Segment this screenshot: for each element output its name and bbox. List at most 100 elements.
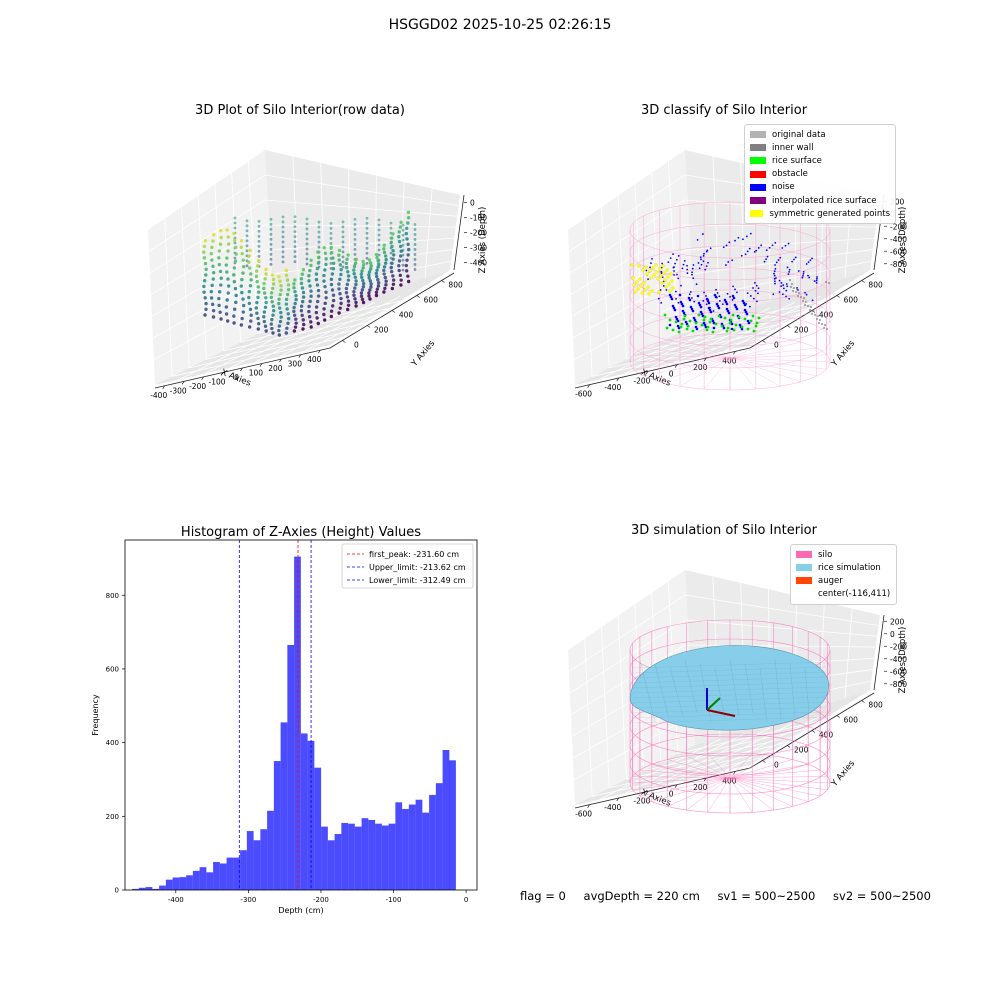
raw-point	[217, 296, 221, 301]
rice-surface-point	[665, 326, 669, 330]
raw-point	[341, 230, 345, 234]
raw-point	[256, 316, 260, 321]
raw-3d-plot[interactable]: -400 -300 -200 -100 0 100 200 300 400 0 200 400 600 8…	[140, 130, 500, 470]
raw-point	[377, 243, 381, 247]
grid-line	[649, 727, 771, 789]
raw-point	[211, 264, 215, 269]
raw-point	[271, 313, 275, 317]
raw-point	[330, 288, 335, 292]
raw-point	[284, 297, 289, 302]
raw-point	[308, 284, 312, 288]
legend-label: first_peak: -231.60 cm	[369, 550, 459, 559]
raw-point	[338, 263, 343, 267]
noise-point	[686, 268, 689, 271]
noise-point	[672, 306, 676, 310]
raw-point	[217, 249, 222, 253]
x-tick-label: 0	[464, 896, 468, 904]
noise-point	[682, 263, 685, 266]
inner-wall-point	[807, 305, 809, 307]
grid-line	[699, 296, 821, 357]
noise-point	[692, 277, 695, 280]
x-tick	[317, 350, 321, 354]
raw-point	[413, 258, 417, 261]
silo-spoke	[632, 777, 731, 790]
raw-point	[389, 226, 393, 230]
rice-surface-point	[737, 315, 741, 319]
raw-point	[241, 297, 245, 301]
noise-point	[721, 303, 724, 306]
raw-point	[341, 220, 345, 224]
grid-line	[674, 301, 796, 363]
noise-point	[787, 273, 790, 276]
grid-line	[677, 713, 853, 754]
symmetric-point	[668, 289, 672, 293]
legend-label: auger	[818, 575, 843, 586]
raw-point	[210, 283, 214, 288]
raw-point	[269, 291, 274, 295]
raw-point	[233, 236, 237, 240]
symmetric-point	[667, 282, 671, 286]
raw-point	[210, 258, 214, 262]
raw-point	[233, 286, 238, 291]
grid-line	[599, 738, 721, 800]
grid-line	[172, 336, 348, 377]
rice-surface-point	[740, 325, 744, 329]
raw-point	[271, 309, 276, 313]
raw-point	[299, 309, 304, 313]
raw-point	[365, 226, 369, 230]
noise-point	[688, 298, 692, 302]
raw-point	[277, 275, 281, 279]
raw-point	[344, 261, 349, 266]
noise-point	[711, 319, 715, 323]
raw-point	[399, 278, 403, 282]
noise-point	[736, 291, 738, 294]
noise-point	[692, 316, 696, 320]
rice-surface-point	[705, 328, 709, 332]
raw-point	[284, 268, 289, 273]
x-tick	[181, 381, 185, 385]
raw-point	[331, 266, 336, 271]
noise-point	[815, 281, 818, 284]
inner-wall-point	[819, 319, 821, 321]
grid-line	[179, 318, 301, 380]
simulation-3d-plot[interactable]: -600 -400 -200 0 200 400 0 200 400 600 800 200 0 -200…	[560, 550, 920, 880]
raw-point	[307, 315, 312, 319]
raw-point	[398, 273, 403, 278]
noise-point	[747, 321, 751, 325]
raw-point	[315, 316, 319, 320]
raw-point	[337, 258, 341, 262]
noise-point	[756, 300, 758, 303]
histogram-bar	[327, 840, 335, 890]
raw-point	[293, 250, 297, 254]
mesh-line	[699, 663, 712, 723]
raw-point	[308, 299, 312, 304]
noise-point	[735, 307, 739, 311]
histogram-bar	[422, 812, 430, 890]
inner-wall-point	[824, 324, 826, 326]
histogram-bar	[172, 877, 180, 890]
noise-point	[749, 305, 751, 308]
raw-point	[354, 257, 358, 262]
noise-point	[766, 255, 769, 258]
raw-point	[281, 220, 285, 224]
grid-line	[684, 619, 881, 637]
raw-point	[245, 244, 249, 248]
inner-wall-point	[790, 286, 792, 288]
rice-surface-point	[686, 324, 690, 328]
raw-point	[254, 269, 259, 273]
symmetric-point	[635, 280, 639, 284]
raw-point	[247, 260, 251, 264]
raw-point	[330, 251, 334, 255]
z-axis-line	[453, 194, 465, 271]
symmetric-point	[644, 265, 648, 269]
histogram-bar	[321, 826, 328, 890]
raw-point	[247, 254, 251, 258]
raw-point	[264, 329, 268, 333]
raw-point	[292, 313, 297, 317]
raw-point	[353, 242, 357, 246]
symmetric-point	[661, 264, 665, 268]
silo-spoke	[643, 347, 731, 359]
inner-wall-point	[812, 310, 814, 312]
rice-surface-point	[680, 322, 684, 326]
raw-point	[338, 277, 342, 281]
